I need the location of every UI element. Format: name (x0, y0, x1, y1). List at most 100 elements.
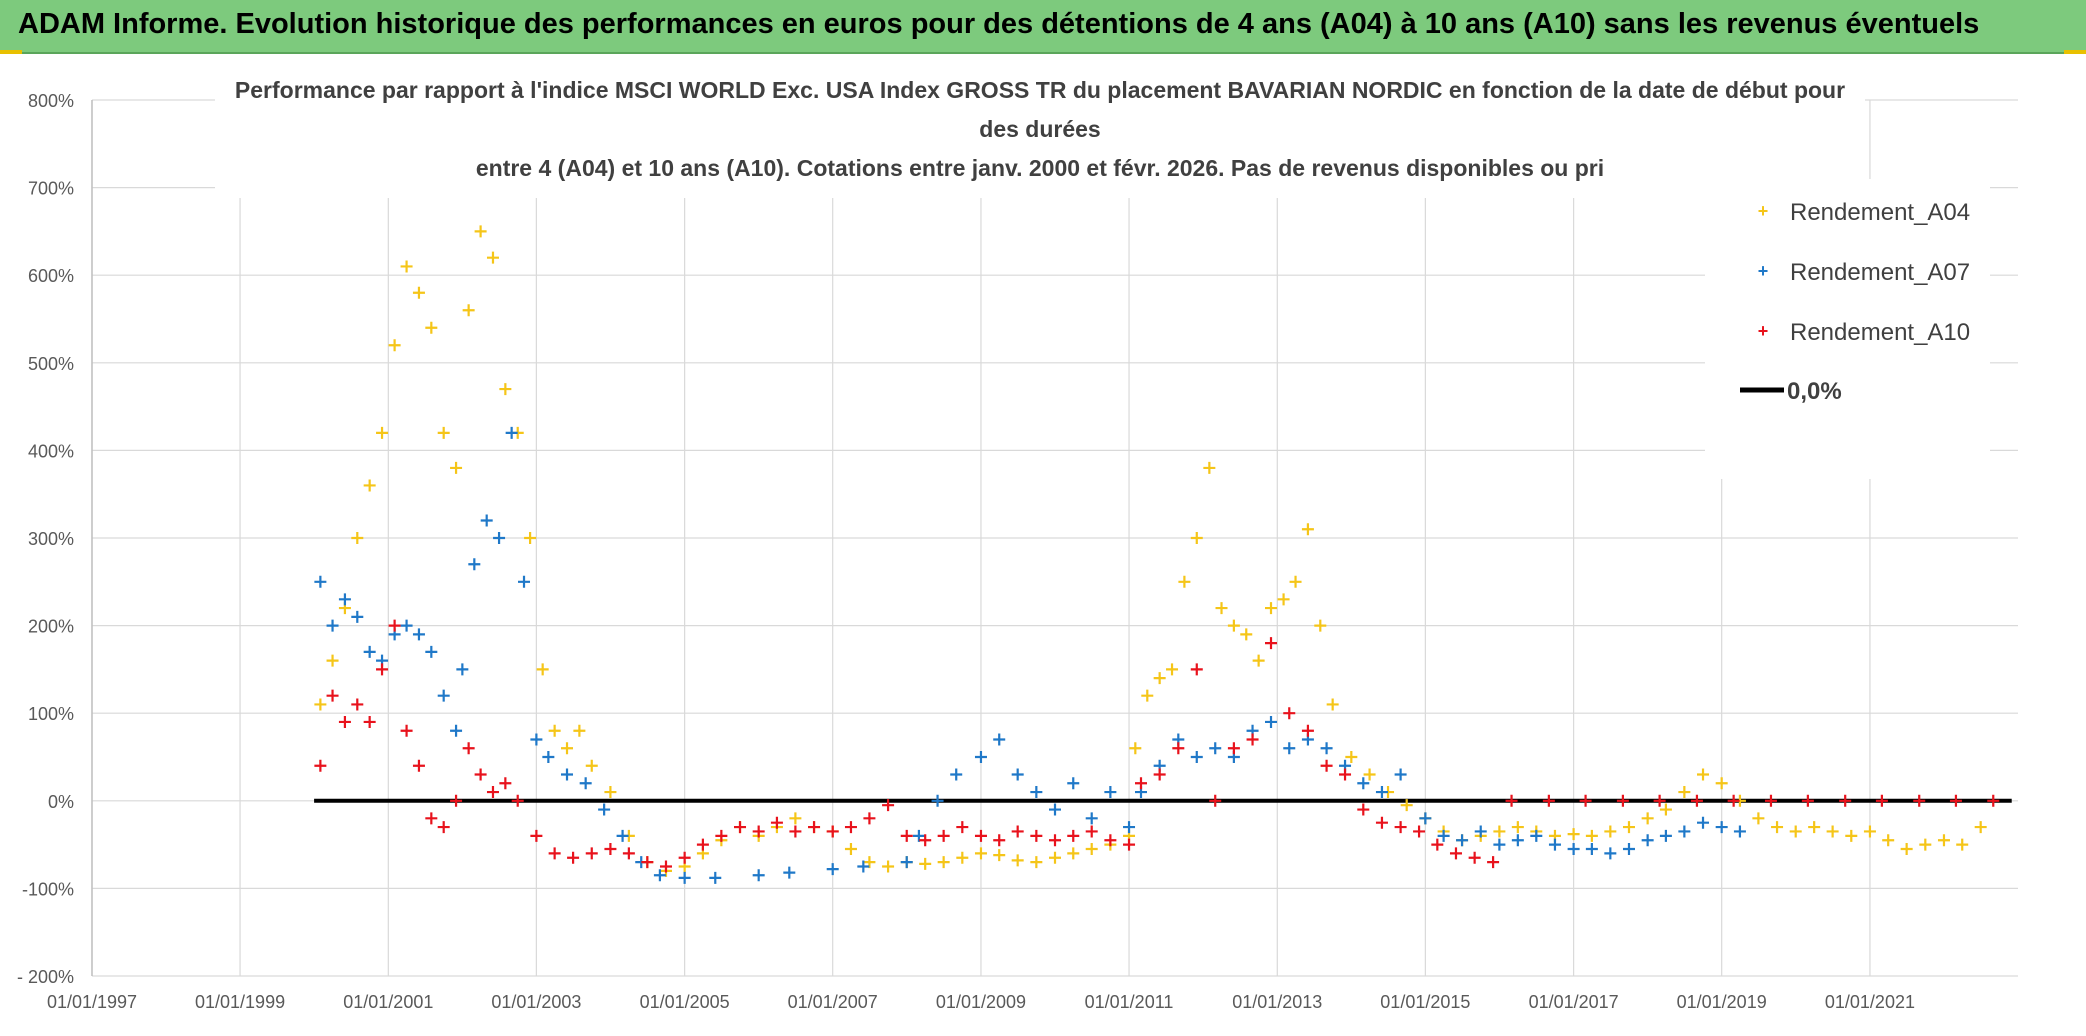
data-point-marker (1548, 838, 1561, 851)
data-point-marker (1715, 821, 1728, 834)
chart-title-background (215, 80, 1865, 198)
data-point-marker (338, 715, 351, 728)
data-point-marker (1166, 663, 1179, 676)
data-point-marker (456, 663, 469, 676)
data-point-marker (388, 619, 401, 632)
data-point-marker (412, 628, 425, 641)
data-point-marker (1246, 733, 1259, 746)
data-point-marker (1697, 768, 1710, 781)
data-point-marker (1789, 825, 1802, 838)
data-point-marker (1011, 825, 1024, 838)
data-point-marker (1283, 742, 1296, 755)
data-point-marker (450, 724, 463, 737)
data-point-marker (1049, 803, 1061, 816)
data-point-marker (1604, 825, 1617, 838)
corner-accent-left (0, 50, 22, 54)
data-point-marker (561, 742, 574, 755)
data-point-marker (1622, 821, 1635, 834)
data-point-marker (1437, 829, 1450, 842)
y-tick-label: - 200% (17, 967, 74, 987)
data-point-marker (1363, 768, 1376, 781)
data-point-marker (561, 768, 574, 781)
data-point-marker (363, 645, 376, 658)
data-point-marker (462, 304, 475, 317)
x-tick-label: 01/01/2005 (640, 992, 730, 1012)
data-point-marker (956, 821, 969, 834)
data-point-marker (882, 799, 895, 812)
data-point-marker (1277, 593, 1290, 606)
data-point-marker (659, 860, 672, 873)
data-series (314, 225, 2000, 884)
data-point-marker (425, 812, 438, 825)
legend-item-a04: + Rendement_A04 (1758, 199, 1970, 226)
data-point-marker (1659, 803, 1672, 816)
data-point-marker (844, 821, 857, 834)
data-point-marker (931, 794, 944, 807)
data-point-marker (1678, 825, 1691, 838)
data-point-marker (974, 751, 987, 763)
data-point-marker (1567, 842, 1580, 855)
data-point-marker (993, 849, 1006, 862)
data-point-marker (1690, 794, 1703, 807)
data-point-marker (400, 619, 413, 632)
data-point-marker (1030, 856, 1043, 869)
data-point-marker (1456, 834, 1469, 847)
data-point-marker (314, 759, 327, 772)
data-point-marker (1839, 794, 1852, 807)
x-tick-label: 01/01/2017 (1529, 992, 1619, 1012)
data-point-marker (1345, 751, 1358, 763)
data-point-marker (1764, 794, 1777, 807)
data-point-marker (900, 829, 913, 842)
data-point-marker (1104, 786, 1117, 799)
data-point-marker (1826, 825, 1839, 838)
data-point-marker (1808, 821, 1821, 834)
data-point-marker (1203, 461, 1216, 474)
data-point-marker (1085, 825, 1098, 838)
x-tick-label: 01/01/2009 (936, 992, 1026, 1012)
data-point-marker (548, 847, 561, 860)
x-tick-label: 01/01/1997 (47, 992, 137, 1012)
data-point-marker (480, 514, 493, 527)
data-point-marker (1400, 799, 1413, 812)
legend-marker-a10: + (1758, 321, 1769, 341)
data-point-marker (1123, 821, 1136, 834)
data-point-marker (1974, 821, 1987, 834)
data-point-marker (530, 733, 543, 746)
data-point-marker (616, 829, 629, 842)
data-point-marker (974, 829, 987, 842)
data-point-marker (1178, 575, 1191, 588)
data-point-marker (1375, 786, 1388, 799)
data-point-marker (1919, 838, 1932, 851)
data-point-marker (789, 825, 802, 838)
data-point-marker (696, 838, 709, 851)
legend-item-a10: + Rendement_A10 (1758, 319, 1970, 346)
data-point-marker (1326, 698, 1339, 711)
chart-title-line-2: des durées (979, 116, 1100, 142)
data-point-marker (752, 869, 765, 882)
data-point-marker (1301, 724, 1314, 737)
y-tick-label: 100% (28, 704, 74, 724)
data-point-marker (351, 610, 364, 623)
legend-marker-a07: + (1758, 261, 1769, 281)
legend-background (1705, 179, 1990, 479)
data-point-marker (1215, 602, 1228, 615)
data-point-marker (956, 851, 969, 864)
data-point-marker (1104, 834, 1117, 847)
data-point-marker (1067, 847, 1080, 860)
data-point-marker (715, 829, 728, 842)
data-point-marker (1227, 742, 1240, 755)
data-point-marker (678, 851, 691, 864)
data-point-marker (400, 724, 413, 737)
legend-label-a10: Rendement_A10 (1790, 319, 1970, 346)
data-point-marker (499, 777, 512, 790)
data-point-marker (1511, 834, 1524, 847)
legend-item-a07: + Rendement_A07 (1758, 259, 1970, 286)
legend-marker-a04: + (1758, 201, 1769, 221)
data-point-marker (1567, 828, 1580, 841)
data-point-marker (1265, 637, 1278, 650)
x-tick-label: 01/01/1999 (195, 992, 285, 1012)
data-point-marker (1771, 821, 1784, 834)
data-point-marker (1227, 619, 1240, 632)
data-point-marker (400, 260, 413, 273)
data-point-marker (826, 863, 839, 876)
